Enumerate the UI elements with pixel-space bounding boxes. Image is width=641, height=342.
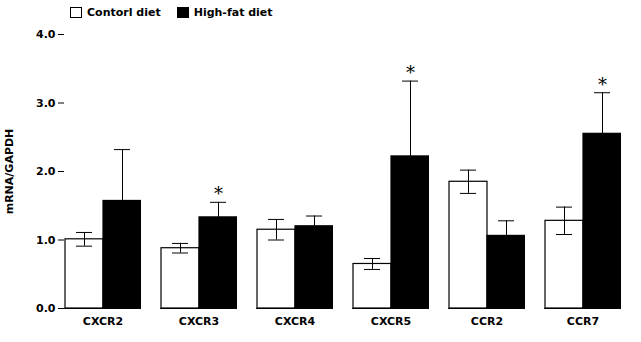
svg-text:CCR2: CCR2 xyxy=(471,315,503,328)
html-text:High-fat diet: High-fat diet xyxy=(193,5,273,19)
svg-text:3.0: 3.0 xyxy=(36,97,56,110)
svg-text:4.0: 4.0 xyxy=(36,28,56,41)
svg-text:0.0: 0.0 xyxy=(36,302,56,315)
svg-text:2.0: 2.0 xyxy=(36,165,56,178)
svg-text:*: * xyxy=(406,62,415,83)
svg-text:CXCR2: CXCR2 xyxy=(83,315,123,328)
svg-text:CCR7: CCR7 xyxy=(567,315,599,328)
svg-text:CXCR3: CXCR3 xyxy=(179,315,219,328)
svg-text:CXCR5: CXCR5 xyxy=(371,315,411,328)
svg-text:*: * xyxy=(214,183,223,204)
svg-text:mRNA/GAPDH: mRNA/GAPDH xyxy=(3,129,16,215)
html-text:Contorl diet: Contorl diet xyxy=(87,5,161,19)
svg-text:1.0: 1.0 xyxy=(36,234,56,247)
svg-text:*: * xyxy=(598,74,607,95)
svg-text:CXCR4: CXCR4 xyxy=(275,315,316,328)
